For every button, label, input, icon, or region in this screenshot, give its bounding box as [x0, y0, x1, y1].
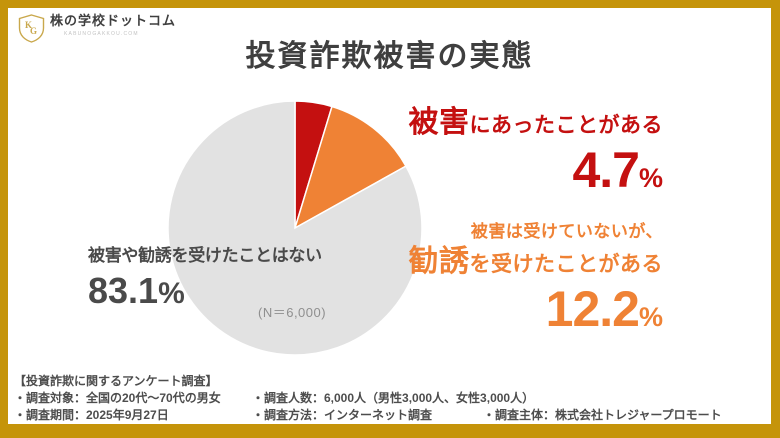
page-title: 投資詐欺被害の実態 [245, 40, 534, 73]
label-no-damage-value: 83.1% [88, 270, 185, 311]
survey-count: ・調査人数：6,000人（男性3,000人、女性3,000人） [252, 391, 535, 405]
survey-period: ・調査期間：2025年9月27日 [14, 408, 169, 422]
label-no-damage-text: 被害や勧誘を受けたことはない [88, 246, 322, 265]
callout-solicited-value: 12.2% [545, 281, 663, 337]
sample-size-note: (N＝6,000) [258, 305, 327, 320]
slide-canvas: K G 株の学校ドットコム KABUNOGAKKOU.COM 投資詐欺被害の実態… [8, 8, 771, 424]
callout-solicited-heading: 勧誘を受けたことがある [408, 245, 663, 278]
survey-row-1: ・調査対象：全国の20代～70代の男女 ・調査人数：6,000人（男性3,000人… [14, 390, 769, 407]
shield-kg-icon: K G [18, 14, 45, 43]
brand-tagline: KABUNOGAKKOU.COM [64, 31, 139, 37]
callout-solicited-preline: 被害は受けていないが、 [470, 222, 663, 241]
survey-method: ・調査方法：インターネット調査 [252, 408, 433, 422]
survey-heading: 【投資詐欺に関するアンケート調査】 [14, 374, 218, 388]
brand-name: 株の学校ドットコム [50, 13, 177, 28]
pie-slice-2 [167, 100, 423, 356]
brand-logo: K G 株の学校ドットコム KABUNOGAKKOU.COM [18, 11, 176, 43]
callout-victim: 被害にあったことがある 4.7% [338, 105, 664, 204]
svg-text:G: G [30, 26, 37, 36]
pie-slice-1 [293, 105, 407, 230]
survey-owner: ・調査主体：株式会社トレジャープロモート [483, 408, 722, 422]
pie-chart [167, 100, 423, 356]
callout-solicited: 被害は受けていないが、 勧誘を受けたことがある 12.2% [338, 220, 664, 343]
label-no-damage: 被害や勧誘を受けたことはない 83.1% [88, 243, 322, 316]
survey-target: ・調査対象：全国の20代～70代の男女 [14, 391, 221, 405]
svg-text:K: K [25, 20, 32, 30]
survey-details: 【投資詐欺に関するアンケート調査】 ・調査対象：全国の20代～70代の男女 ・調査… [14, 373, 769, 424]
callout-victim-heading: 被害にあったことがある [408, 106, 663, 139]
callout-victim-value: 4.7% [572, 142, 663, 198]
survey-row-2: ・調査期間：2025年9月27日 ・調査方法：インターネット調査 ・調査主体：株式会… [14, 407, 769, 424]
brand-text-block: 株の学校ドットコム KABUNOGAKKOU.COM [50, 11, 176, 38]
